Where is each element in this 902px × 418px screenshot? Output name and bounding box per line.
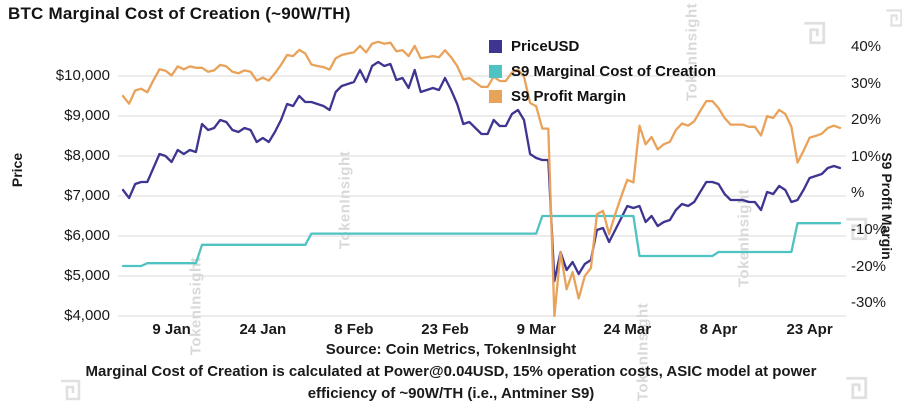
profit-margin-line xyxy=(121,40,842,318)
date-axis-tick: 24 Jan xyxy=(239,321,287,338)
date-axis-tick: 24 Mar xyxy=(603,321,652,338)
legend-label-priceusd: PriceUSD xyxy=(511,38,580,55)
price-axis-tick: $6,000 xyxy=(64,227,110,244)
legend-label-profit-margin: S9 Profit Margin xyxy=(511,88,627,105)
date-axis-tick: 9 Mar xyxy=(516,321,556,338)
price-axis-tick: $4,000 xyxy=(64,307,110,324)
margin-axis-tick: 30% xyxy=(851,74,882,92)
right-axis-title: S9 Profit Margin xyxy=(879,152,895,260)
watermark-logo-icon xyxy=(843,216,869,247)
price-axis-tick: $7,000 xyxy=(64,187,110,204)
caption-line-1: Marginal Cost of Creation is calculated … xyxy=(85,363,817,380)
legend: PriceUSD S9 Marginal Cost of Creation S9… xyxy=(489,38,716,105)
margin-axis-tick: -20% xyxy=(851,257,887,275)
legend-item-priceusd: PriceUSD xyxy=(489,38,716,55)
margin-axis-tick: % xyxy=(851,184,865,202)
price-axis-tick: $8,000 xyxy=(64,147,110,164)
left-axis-title: Price xyxy=(9,152,25,188)
marginal-cost-line xyxy=(121,214,842,268)
chart-title: BTC Marginal Cost of Creation (~90W/TH) xyxy=(8,4,351,23)
date-axis-tick: 9 Jan xyxy=(152,321,191,338)
watermark-logo-icon xyxy=(801,20,827,51)
source-note: Source: Coin Metrics, TokenInsight xyxy=(325,341,577,358)
price-axis-tick: $5,000 xyxy=(64,267,110,284)
legend-label-marginal-cost: S9 Marginal Cost of Creation xyxy=(511,63,717,80)
legend-item-marginal-cost: S9 Marginal Cost of Creation xyxy=(489,63,716,80)
legend-item-profit-margin: S9 Profit Margin xyxy=(489,88,716,105)
margin-axis-tick: 40% xyxy=(851,37,882,55)
priceusd-line xyxy=(121,60,842,283)
margin-axis-tick: -10% xyxy=(851,220,887,238)
date-axis-tick: 23 Apr xyxy=(786,321,833,338)
date-axis-tick: 8 Feb xyxy=(334,321,374,338)
margin-axis-tick: 10% xyxy=(851,147,882,165)
legend-swatch-profit-margin xyxy=(489,90,502,103)
margin-axis-tick: 20% xyxy=(851,111,882,129)
caption-line-2: efficiency of ~90W/TH (i.e., Antminer S9… xyxy=(307,385,595,402)
legend-swatch-marginal-cost xyxy=(489,65,502,78)
legend-swatch-priceusd xyxy=(489,40,502,53)
margin-axis-tick: -30% xyxy=(851,294,887,312)
date-axis-tick: 8 Apr xyxy=(699,321,738,338)
price-axis-tick: $10,000 xyxy=(55,67,110,84)
date-axis-tick: 23 Feb xyxy=(421,321,469,338)
watermark-logo-icon xyxy=(843,375,869,406)
price-axis-tick: $9,000 xyxy=(64,107,110,124)
watermark-logo-icon xyxy=(58,378,82,407)
